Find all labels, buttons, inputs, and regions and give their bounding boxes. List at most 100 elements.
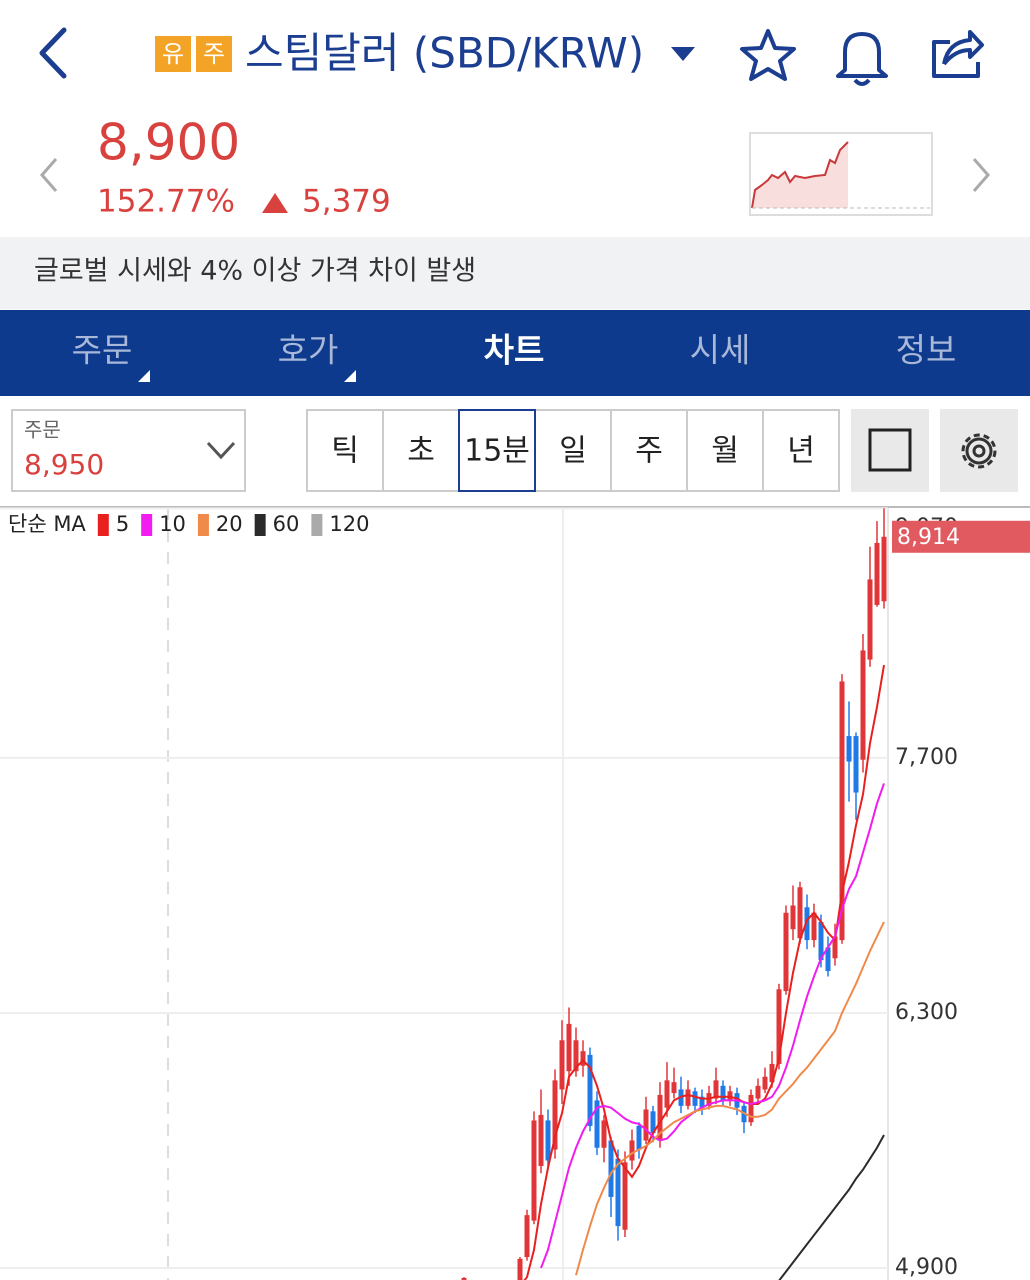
legend-label: 20 <box>216 512 243 536</box>
draw-icon <box>868 428 912 472</box>
candle-body <box>461 1277 467 1280</box>
period-label: 15분 <box>464 434 530 469</box>
alarm-icon[interactable] <box>836 32 888 86</box>
dropdown-arrow[interactable] <box>671 47 695 61</box>
settings-button[interactable] <box>940 409 1018 492</box>
candle-body <box>594 1100 600 1148</box>
price-marker-label: 8,914 <box>897 525 960 550</box>
candle-body <box>874 542 880 605</box>
period-label: 초 <box>407 434 435 469</box>
candle-body <box>559 1040 565 1090</box>
legend-label: 60 <box>273 512 300 536</box>
candle-body <box>713 1080 719 1099</box>
period-label: 년 <box>787 434 815 469</box>
draw-button[interactable] <box>851 409 929 492</box>
candle-body <box>832 936 838 959</box>
badge: 유 <box>162 40 184 68</box>
candle-body <box>531 1120 537 1221</box>
prev-coin[interactable] <box>40 158 58 192</box>
badge-bg <box>155 36 191 72</box>
mini-chart-area <box>752 142 848 208</box>
order-select-label: 주문 <box>24 418 61 442</box>
candle-body <box>657 1094 663 1141</box>
candle-body <box>692 1091 698 1106</box>
next-coin[interactable] <box>972 158 990 192</box>
tab[interactable]: 차트 <box>484 331 545 370</box>
tab[interactable]: 주문 <box>72 331 133 370</box>
current-price: 8,900 <box>97 114 240 172</box>
candle-body <box>818 921 824 961</box>
tab[interactable]: 시세 <box>690 331 751 370</box>
legend-label: 10 <box>159 512 186 536</box>
period-button[interactable] <box>762 409 840 492</box>
badge: 주 <box>203 40 225 68</box>
candle-body <box>636 1125 642 1150</box>
period-label: 일 <box>559 434 587 469</box>
legend-label: 5 <box>116 512 129 536</box>
gear-icon <box>965 437 993 465</box>
candle-body <box>650 1111 656 1134</box>
select-chevron <box>206 441 236 460</box>
notice-bar <box>0 237 1030 309</box>
candle-body <box>755 1085 761 1099</box>
tab-submenu-mark <box>344 370 356 382</box>
candle-body <box>622 1162 628 1230</box>
candle-body <box>566 1023 572 1072</box>
candle-body <box>783 912 789 992</box>
candle-body <box>762 1076 768 1090</box>
candle-body <box>573 1040 579 1072</box>
order-select-value: 8,950 <box>24 448 104 481</box>
tab-submenu-mark <box>138 370 150 382</box>
gear-center <box>972 444 986 458</box>
legend-swatch <box>97 514 109 536</box>
change-amount: 5,379 <box>302 184 391 220</box>
legend-swatch <box>254 514 266 536</box>
order-select[interactable] <box>11 409 246 492</box>
legend-label: 120 <box>329 512 369 536</box>
favorite-icon[interactable] <box>740 29 796 81</box>
candle-body <box>846 736 852 762</box>
candle-body <box>776 989 782 1064</box>
candle-body <box>538 1114 544 1166</box>
candle-body <box>720 1085 726 1101</box>
candle-body <box>671 1082 677 1094</box>
candle-body <box>860 650 866 760</box>
change-rate: 152.77% <box>97 184 235 220</box>
legend-swatch <box>197 514 209 536</box>
notice-text: 글로벌 시세와 4% 이상 가격 차이 발생 <box>34 256 476 287</box>
price-marker <box>892 520 1030 553</box>
mini-chart-line <box>751 141 849 209</box>
up-arrow <box>262 193 288 213</box>
tab[interactable]: 호가 <box>278 331 339 370</box>
candle-body <box>552 1080 558 1150</box>
badge-bg <box>196 36 232 72</box>
ma-line <box>540 783 885 1269</box>
share-icon[interactable] <box>932 30 984 78</box>
candle-body <box>517 1258 523 1280</box>
candle-body <box>881 536 887 602</box>
candle-body <box>580 1051 586 1066</box>
coin-title[interactable]: 스팀달러 (SBD/KRW) <box>245 29 644 78</box>
candle-body <box>825 947 831 972</box>
period-button[interactable] <box>534 409 612 492</box>
candle-body <box>839 681 845 941</box>
candle-body <box>587 1054 593 1126</box>
back-button[interactable] <box>39 27 67 79</box>
candle-body <box>629 1140 635 1161</box>
ma-line <box>778 1134 885 1280</box>
candle-body <box>867 579 873 660</box>
candle-body <box>811 912 817 941</box>
legend-swatch <box>311 514 323 536</box>
period-button[interactable] <box>686 409 764 492</box>
y-tick-label: 6,300 <box>895 1000 958 1025</box>
period-button[interactable] <box>382 409 460 492</box>
candle-body <box>797 887 803 939</box>
candle-body <box>608 1140 614 1197</box>
candle-body <box>601 1120 607 1148</box>
candle-body <box>545 1120 551 1161</box>
tab[interactable]: 정보 <box>896 331 957 370</box>
candle-body <box>769 1063 775 1083</box>
y-tick-label: 7,700 <box>895 745 958 770</box>
